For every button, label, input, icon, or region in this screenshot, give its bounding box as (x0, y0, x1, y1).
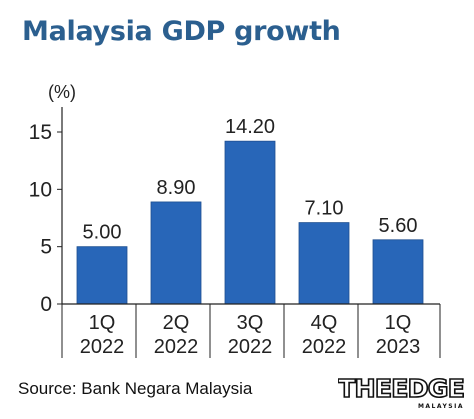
bar (150, 201, 202, 305)
bar-value-label: 7.10 (305, 198, 344, 220)
x-tick-label: 2022 (154, 336, 199, 358)
bar (298, 222, 350, 305)
y-tick-label: 10 (29, 178, 52, 201)
x-tick-label: 3Q (237, 312, 264, 334)
y-tick-label: 15 (29, 121, 52, 144)
bar (372, 239, 424, 305)
bar-value-label: 14.20 (225, 116, 275, 138)
x-tick-label: 2022 (228, 336, 273, 358)
source-note: Source: Bank Negara Malaysia (18, 379, 253, 398)
y-axis: 0 5 10 15 (29, 107, 63, 316)
bar (76, 246, 128, 305)
y-tick-label: 5 (40, 236, 52, 259)
x-tick-label: 2022 (80, 336, 125, 358)
x-tick-label: 1Q (385, 312, 412, 334)
bar-value-label: 8.90 (157, 177, 196, 199)
chart-title: Malaysia GDP growth (22, 16, 341, 47)
y-tick-label: 0 (40, 293, 52, 316)
x-tick-label: 4Q (311, 312, 338, 334)
bars (76, 140, 424, 305)
logo-wordmark: THEEDGE (338, 374, 464, 403)
bar (224, 140, 276, 305)
bar-value-label: 5.00 (83, 222, 122, 244)
x-tick-label: 2023 (376, 336, 421, 358)
y-unit-label: (%) (48, 82, 76, 102)
logo-subtext: MALAYSIA (418, 403, 464, 410)
the-edge-logo: THEEDGE MALAYSIA (338, 373, 466, 410)
bar-value-label: 5.60 (379, 215, 418, 237)
data-labels: 5.00 8.90 14.20 7.10 5.60 (83, 116, 418, 243)
x-tick-label: 2022 (302, 336, 347, 358)
x-tick-label: 1Q (89, 312, 116, 334)
x-tick-label: 2Q (163, 312, 190, 334)
